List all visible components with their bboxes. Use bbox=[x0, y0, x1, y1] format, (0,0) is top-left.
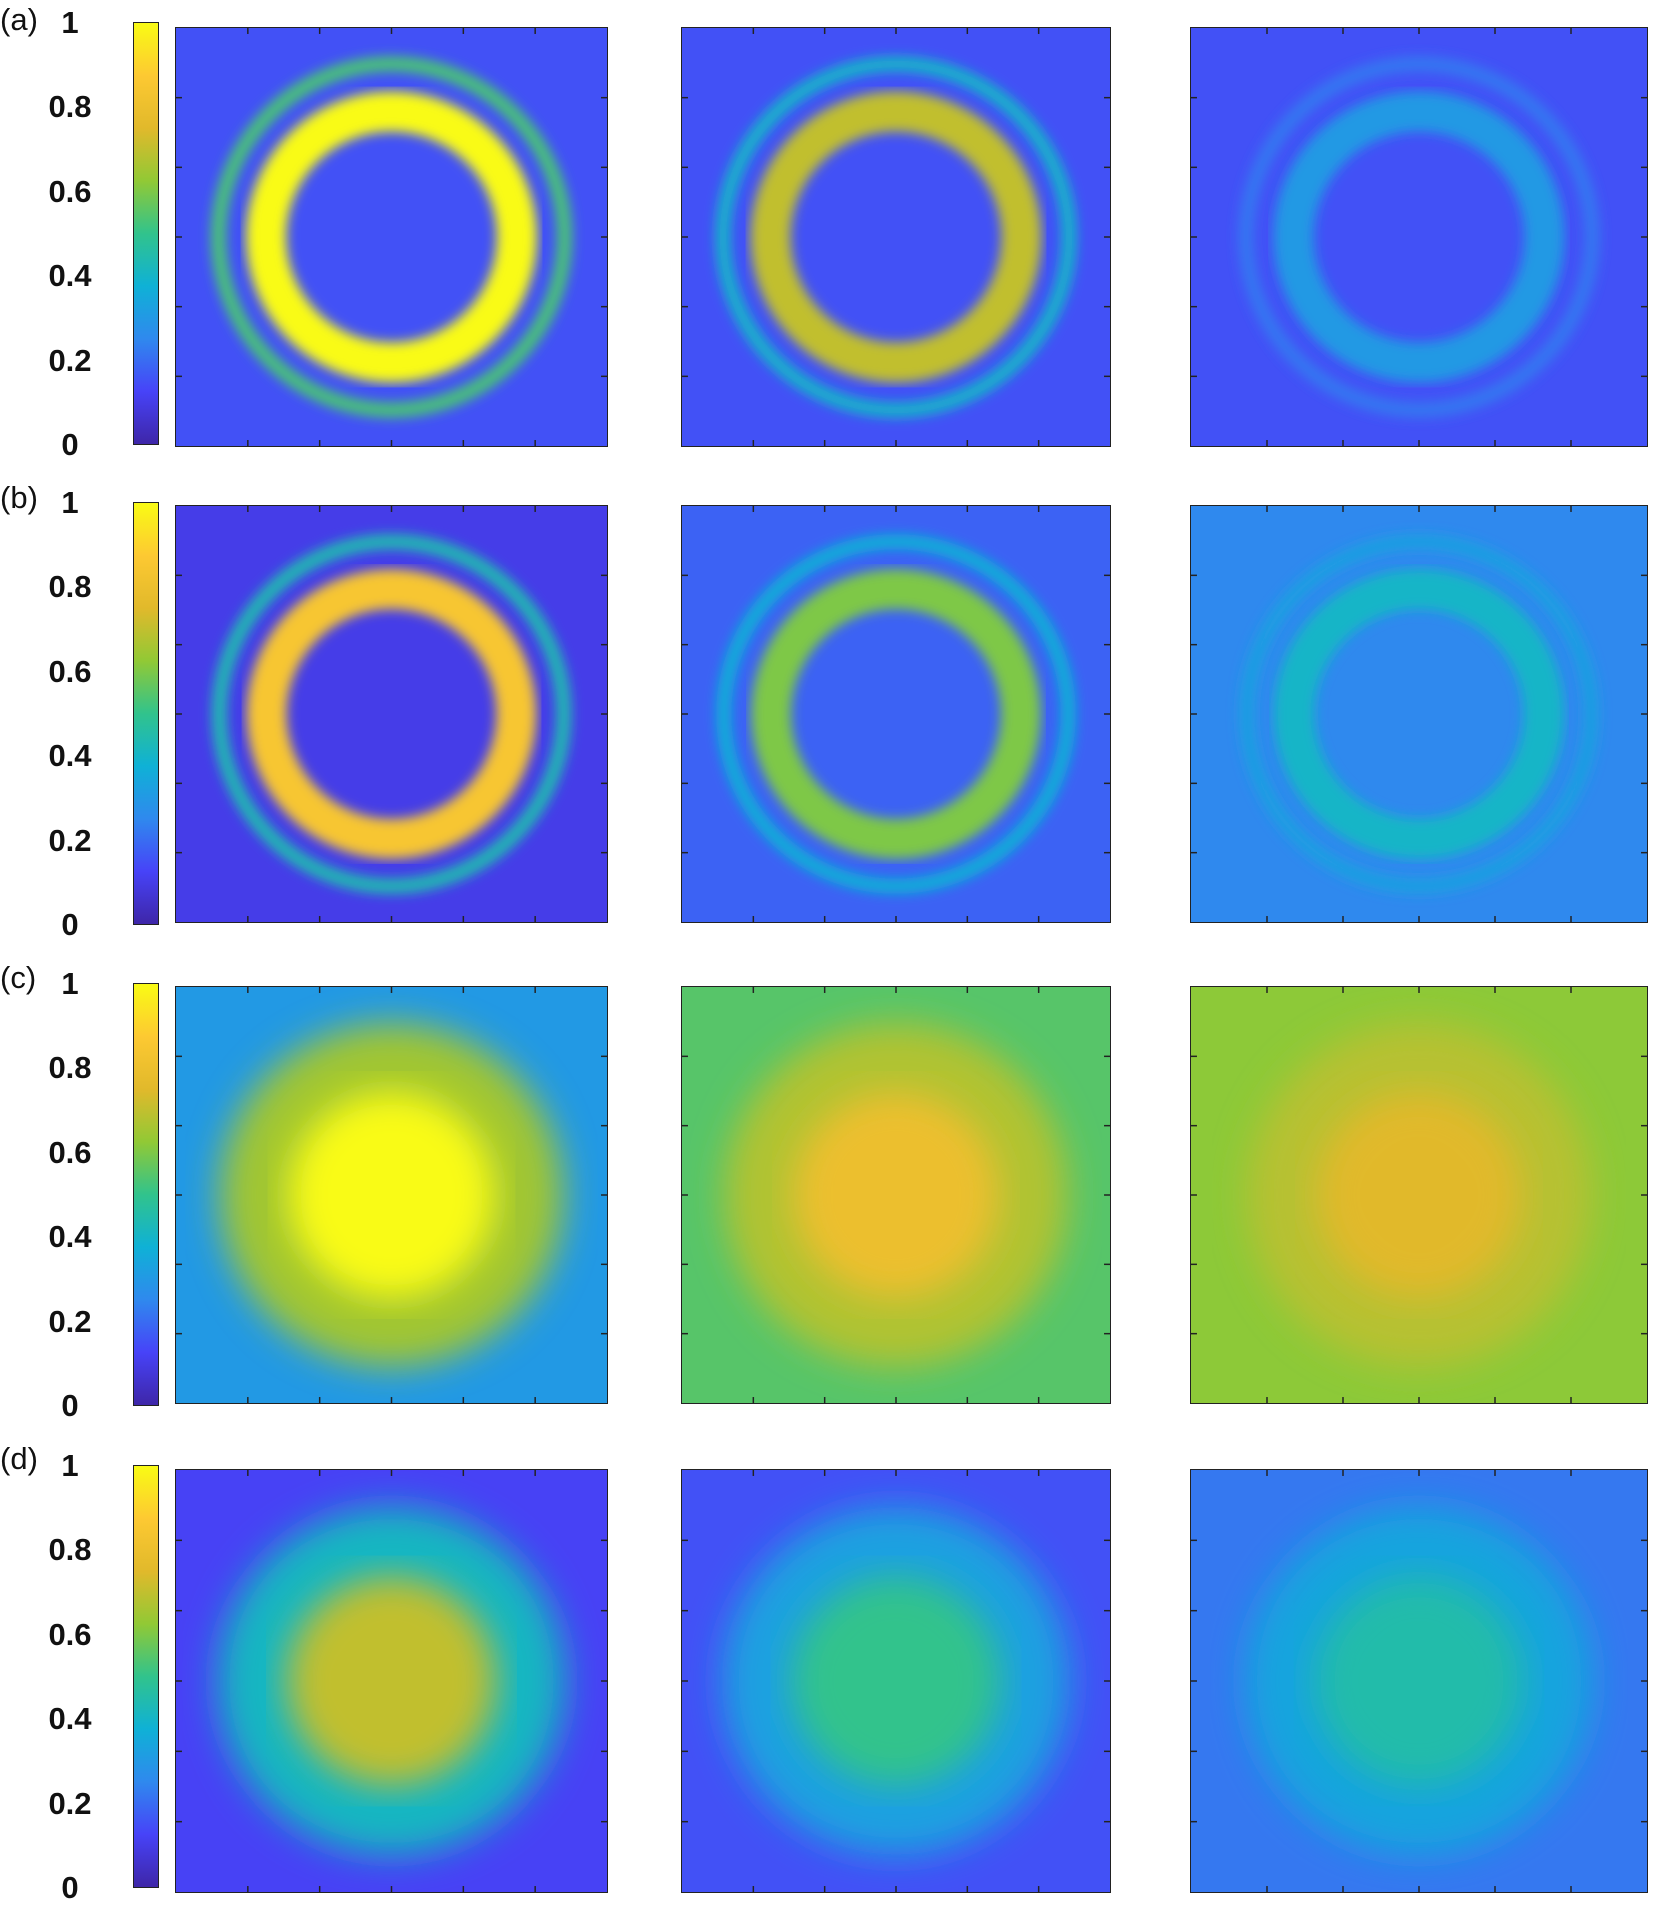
colorbar-tick: 0.8 bbox=[48, 1532, 92, 1567]
colorbar-tick: 0.4 bbox=[48, 1701, 92, 1736]
intensity-map bbox=[681, 1469, 1111, 1893]
intensity-map bbox=[1190, 505, 1648, 923]
colorbar-tick: 0 bbox=[61, 1388, 79, 1423]
heatmap-ring bbox=[1273, 91, 1565, 383]
heatmap-outer-fringe bbox=[211, 534, 572, 894]
colorbar-tick: 0.4 bbox=[48, 738, 92, 773]
heatmap-svg bbox=[1191, 28, 1647, 446]
intensity-map bbox=[175, 27, 608, 447]
colorbar-tick: 0.4 bbox=[48, 258, 92, 293]
colorbar-tick: 0.6 bbox=[48, 654, 92, 689]
colorbar-tick: 0.6 bbox=[48, 1617, 92, 1652]
intensity-map bbox=[175, 1469, 608, 1893]
colorbar-tick: 1 bbox=[61, 5, 79, 40]
panel-label-b: (b) bbox=[0, 480, 38, 515]
heatmap-ring bbox=[750, 91, 1042, 383]
heatmap-spot bbox=[1314, 1576, 1524, 1786]
intensity-map bbox=[175, 505, 608, 923]
heatmap-ring bbox=[246, 91, 537, 383]
heatmap-background bbox=[1191, 28, 1647, 446]
heatmap-outer-fringe bbox=[715, 56, 1077, 418]
colorbar-d bbox=[133, 1465, 159, 1888]
heatmap-svg bbox=[1191, 987, 1647, 1403]
colorbar-tick: 0.2 bbox=[48, 1786, 92, 1821]
intensity-map bbox=[175, 986, 608, 1404]
colorbar-tick: 1 bbox=[61, 1448, 79, 1483]
heatmap-ring bbox=[246, 569, 537, 859]
heatmap-svg bbox=[1191, 506, 1647, 922]
intensity-map bbox=[1190, 986, 1648, 1404]
heatmap-spot bbox=[287, 1576, 496, 1786]
heatmap-background bbox=[682, 506, 1110, 922]
heatmap-background bbox=[176, 506, 607, 922]
colorbar-tick: 0 bbox=[61, 907, 79, 942]
intensity-map bbox=[1190, 27, 1648, 447]
intensity-map bbox=[681, 505, 1111, 923]
colorbar-tick: 0.4 bbox=[48, 1219, 92, 1254]
colorbar-tick: 0 bbox=[61, 1870, 79, 1905]
heatmap-svg bbox=[682, 506, 1110, 922]
colorbar-tick: 0.8 bbox=[48, 569, 92, 604]
heatmap-svg bbox=[176, 987, 607, 1403]
colorbar-tick: 1 bbox=[61, 966, 79, 1001]
heatmap-outer-fringe bbox=[1238, 56, 1600, 418]
heatmap-spot bbox=[288, 1092, 495, 1298]
colorbar-a bbox=[133, 22, 159, 445]
heatmap-spot bbox=[793, 1092, 999, 1298]
heatmap-ring bbox=[1274, 569, 1564, 859]
heatmap-outer-fringe bbox=[716, 534, 1076, 894]
panel-label-a: (a) bbox=[0, 2, 38, 37]
colorbar-tick: 0 bbox=[61, 427, 79, 462]
colorbar-tick: 0.8 bbox=[48, 1050, 92, 1085]
heatmap-spot bbox=[1315, 1092, 1523, 1298]
heatmap-spot bbox=[791, 1576, 1001, 1786]
colorbar-tick: 1 bbox=[61, 485, 79, 520]
heatmap-svg bbox=[682, 1470, 1110, 1892]
intensity-map bbox=[1190, 1469, 1648, 1893]
heatmap-ring bbox=[751, 569, 1041, 859]
heatmap-background bbox=[682, 28, 1110, 446]
heatmap-svg bbox=[682, 28, 1110, 446]
intensity-map bbox=[681, 27, 1111, 447]
heatmap-outer-fringe bbox=[1239, 534, 1599, 894]
colorbar-tick: 0.6 bbox=[48, 174, 92, 209]
colorbar-tick: 0.2 bbox=[48, 823, 92, 858]
heatmap-background bbox=[176, 28, 607, 446]
heatmap-svg bbox=[1191, 1470, 1647, 1892]
intensity-map bbox=[681, 986, 1111, 1404]
heatmap-background bbox=[1191, 506, 1647, 922]
colorbar-tick: 0.6 bbox=[48, 1135, 92, 1170]
heatmap-svg bbox=[682, 987, 1110, 1403]
panel-label-d: (d) bbox=[0, 1441, 38, 1476]
colorbar-tick: 0.2 bbox=[48, 1304, 92, 1339]
colorbar-b bbox=[133, 502, 159, 925]
panel-label-c: (c) bbox=[0, 960, 37, 995]
heatmap-svg bbox=[176, 1470, 607, 1892]
heatmap-svg bbox=[176, 28, 607, 446]
heatmap-svg bbox=[176, 506, 607, 922]
heatmap-outer-fringe bbox=[210, 56, 573, 418]
colorbar-c bbox=[133, 983, 159, 1406]
colorbar-tick: 0.2 bbox=[48, 343, 92, 378]
colorbar-tick: 0.8 bbox=[48, 89, 92, 124]
